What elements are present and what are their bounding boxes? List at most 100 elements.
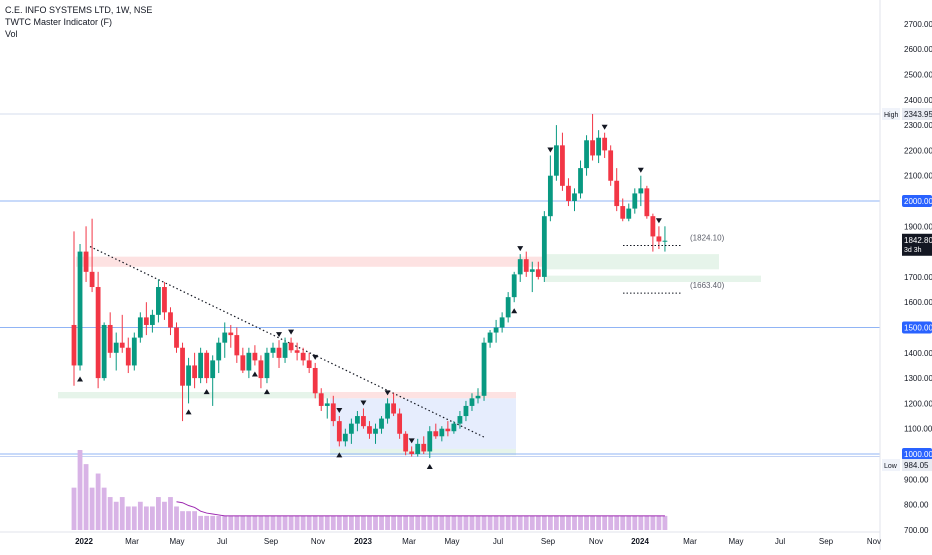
volume-bar xyxy=(119,497,125,530)
candle-body xyxy=(523,259,529,272)
candle xyxy=(469,393,475,411)
candle-body xyxy=(439,428,445,437)
candle-body xyxy=(156,287,161,315)
volume-bar xyxy=(95,473,101,530)
candle xyxy=(638,175,644,207)
candle-body xyxy=(348,423,354,434)
candle xyxy=(95,271,101,389)
candle xyxy=(300,347,306,366)
candle-body xyxy=(590,140,595,156)
resistance-zone-small xyxy=(330,392,516,399)
candle xyxy=(529,261,535,293)
candle xyxy=(119,314,125,353)
volume-bar xyxy=(180,511,185,530)
candle xyxy=(355,410,360,432)
price-tick-label: 1400.00 xyxy=(904,349,932,358)
volume-bar xyxy=(300,515,306,530)
level-badge xyxy=(902,448,932,460)
candle-body xyxy=(566,185,571,201)
candle-body xyxy=(174,327,179,348)
level-badge xyxy=(902,321,932,334)
candle-body xyxy=(228,332,234,336)
volume-bar xyxy=(252,515,258,530)
candle xyxy=(457,410,463,429)
volume-bar xyxy=(517,515,523,530)
level-badge-label: 2000.00 xyxy=(904,197,932,206)
volume-bar xyxy=(174,506,179,530)
candle-body xyxy=(385,403,390,419)
high-value-badge xyxy=(902,107,932,120)
sell-signal-marker xyxy=(312,354,319,360)
candle-body xyxy=(554,145,559,176)
candle-body xyxy=(475,395,481,399)
candle-body xyxy=(119,342,125,348)
volume-bar xyxy=(131,506,137,530)
volume-bar xyxy=(137,501,143,530)
candle-body xyxy=(421,443,427,452)
time-tick-label: Nov xyxy=(867,537,881,546)
candle xyxy=(306,352,312,374)
volume-bar xyxy=(186,511,191,530)
candle xyxy=(421,436,427,454)
candle xyxy=(385,398,390,424)
volume-bar xyxy=(222,515,228,530)
candle-body xyxy=(71,324,77,366)
volume-bar xyxy=(258,515,264,530)
volume-bar xyxy=(282,515,288,530)
candle-body xyxy=(162,287,167,313)
volume-label[interactable]: Vol xyxy=(5,29,18,39)
candle-body xyxy=(252,352,258,361)
candle xyxy=(391,393,396,417)
volume-bar xyxy=(578,515,583,530)
volume-bar xyxy=(210,515,216,530)
sell-signal-marker xyxy=(637,167,644,173)
price-tick-label: 700.00 xyxy=(904,526,929,535)
candle-body xyxy=(89,271,95,288)
indicator-label[interactable]: TWTC Master Indicator (F) xyxy=(5,17,113,27)
candle xyxy=(379,416,384,434)
price-tick-label: 1700.00 xyxy=(904,273,932,282)
volume-bar xyxy=(529,515,535,530)
candle xyxy=(330,395,336,427)
volume-bar xyxy=(89,487,95,530)
candle xyxy=(131,332,137,371)
candle xyxy=(294,342,300,361)
candle xyxy=(535,261,541,280)
volume-bar xyxy=(511,515,517,530)
volume-bar xyxy=(270,515,276,530)
volume-bar xyxy=(216,515,222,530)
candle-body xyxy=(318,393,324,406)
volume-bar xyxy=(228,515,234,530)
buy-signal-marker xyxy=(251,371,258,377)
symbol-title: C.E. INFO SYSTEMS LTD, 1W, NSE xyxy=(5,5,153,15)
candle xyxy=(192,352,197,389)
volume-bar xyxy=(168,497,173,530)
candle-body xyxy=(602,137,608,151)
price-tick-label: 2400.00 xyxy=(904,96,932,105)
candle xyxy=(149,309,155,333)
last-price: 1842.80 xyxy=(904,236,932,245)
candle-body xyxy=(397,413,403,434)
candle xyxy=(608,145,614,186)
price-tick-label: 1100.00 xyxy=(904,425,932,434)
volume-bar xyxy=(83,464,89,530)
time-tick-label: 2024 xyxy=(631,537,649,546)
time-tick-label: May xyxy=(444,537,459,546)
candle-body xyxy=(342,433,348,442)
candle-body xyxy=(300,352,306,361)
candle xyxy=(276,340,282,368)
candle-body xyxy=(294,350,300,353)
candle-body xyxy=(547,175,553,217)
candle-body xyxy=(481,342,487,396)
candle xyxy=(632,188,638,214)
volume-bar xyxy=(373,515,378,530)
time-tick-label: Jul xyxy=(493,537,503,546)
high-tag-label: High xyxy=(884,112,899,119)
sell-signal-marker xyxy=(547,147,554,153)
volume-bar xyxy=(475,515,481,530)
price-tick-label: 1200.00 xyxy=(904,399,932,408)
volume-bar xyxy=(143,506,149,530)
volume-bar xyxy=(523,515,529,530)
